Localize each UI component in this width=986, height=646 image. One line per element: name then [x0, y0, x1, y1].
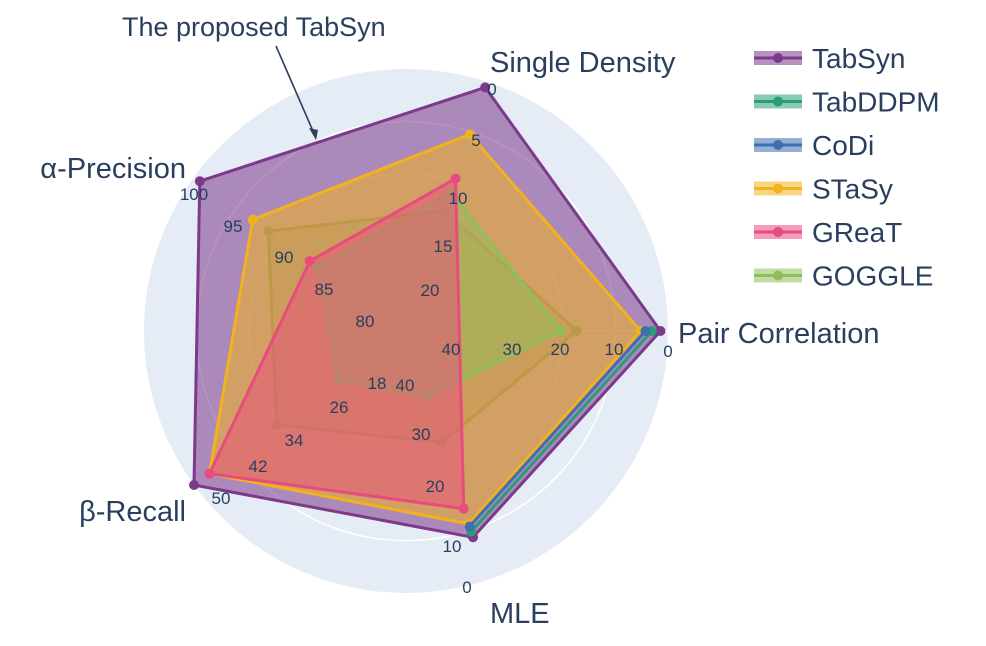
legend-label: TabSyn	[812, 43, 905, 74]
annotation: The proposed TabSyn	[122, 12, 386, 140]
tick-label: 10	[605, 340, 624, 359]
series-marker	[464, 129, 475, 140]
legend-item: TabSyn	[754, 43, 905, 74]
legend-marker	[773, 270, 783, 281]
series-marker	[464, 521, 475, 532]
tick-label: 40	[442, 340, 461, 359]
legend-marker	[773, 227, 783, 237]
tick-label: 26	[330, 398, 349, 417]
radar-axis-labels: Single Density Pair Correlation MLE β-Recal…	[40, 47, 879, 630]
tick-label: 30	[412, 425, 431, 444]
tick-label: 95	[224, 217, 243, 236]
tick-label: 0	[663, 342, 672, 361]
series-marker	[450, 173, 461, 184]
series-marker	[194, 176, 205, 187]
tick-label: 20	[421, 281, 440, 300]
legend: TabSyn TabDDPM CoDi STaSy GReaT GOGGLE	[754, 43, 940, 292]
tick-label: 20	[426, 477, 445, 496]
series-marker	[480, 82, 491, 93]
legend-marker	[773, 183, 783, 194]
series-tabddpm-edge	[470, 329, 654, 533]
tick-label: 40	[396, 376, 415, 395]
legend-item: GOGGLE	[754, 261, 933, 292]
legend-label: STaSy	[812, 174, 893, 205]
tick-label: 80	[356, 312, 375, 331]
axis-label: α-Precision	[40, 153, 186, 185]
legend-item: TabDDPM	[754, 87, 940, 118]
tick-label: 90	[275, 248, 294, 267]
tick-label: 10	[443, 537, 462, 556]
radar-tick-labels: 0 5 10 15 20 0 10 20 30 40 0 10 20 30 40 50 42 34 26 18 100 9…	[180, 80, 673, 597]
legend-item: STaSy	[754, 174, 893, 205]
tick-label: 0	[462, 578, 471, 597]
tick-label: 34	[285, 431, 304, 450]
tick-label: 50	[212, 489, 231, 508]
tick-label: 15	[434, 237, 453, 256]
legend-marker	[773, 140, 783, 150]
legend-label: GReaT	[812, 217, 902, 248]
legend-item: CoDi	[754, 130, 874, 161]
tick-label: 5	[471, 131, 480, 150]
series-marker	[640, 326, 651, 336]
tick-label: 100	[180, 185, 208, 204]
radar-series	[189, 82, 666, 543]
legend-label: CoDi	[812, 130, 874, 161]
legend-marker	[773, 53, 783, 63]
annotation-arrow-line	[275, 45, 317, 139]
legend-marker	[773, 96, 783, 107]
tick-label: 42	[249, 457, 268, 476]
annotation-text: The proposed TabSyn	[122, 12, 386, 42]
series-marker	[204, 468, 215, 479]
legend-label: TabDDPM	[812, 87, 940, 118]
tick-label: 0	[487, 80, 496, 99]
axis-label: β-Recall	[79, 496, 186, 528]
annotation-arrow-head	[309, 128, 318, 140]
series-marker	[555, 326, 566, 336]
axis-label: Pair Correlation	[678, 318, 879, 350]
series-marker	[304, 256, 315, 267]
series-marker	[247, 214, 258, 225]
tick-label: 18	[368, 374, 387, 393]
tick-label: 20	[551, 340, 570, 359]
tick-label: 30	[503, 340, 522, 359]
axis-label: Single Density	[490, 47, 676, 79]
series-marker	[458, 503, 469, 514]
tick-label: 85	[315, 280, 334, 299]
legend-label: GOGGLE	[812, 261, 933, 292]
series-marker	[655, 326, 666, 336]
series-codi-edge	[468, 329, 647, 528]
legend-item: GReaT	[754, 217, 902, 248]
tick-label: 10	[449, 189, 468, 208]
axis-label: MLE	[490, 598, 550, 630]
series-marker	[189, 479, 200, 490]
